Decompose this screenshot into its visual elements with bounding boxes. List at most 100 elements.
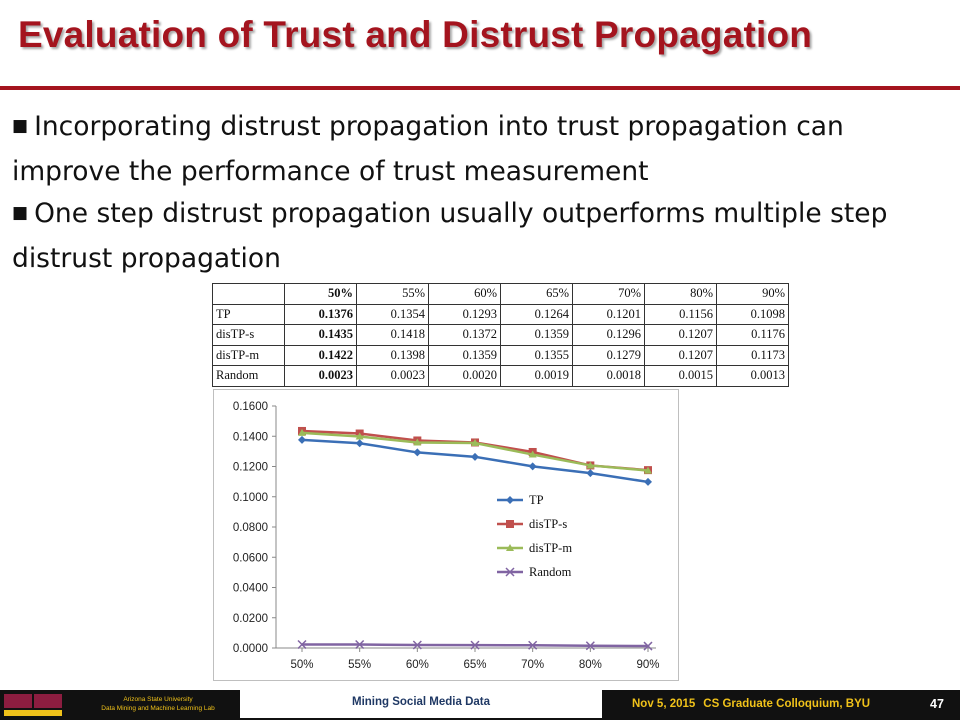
data-point-distp-m: [298, 428, 306, 436]
table-header-cell: [212, 283, 285, 305]
lab-title: Data Mining and Machine Learning Lab: [101, 705, 215, 712]
bullet-square-icon: ■: [12, 116, 29, 136]
footer-center-panel: [240, 690, 602, 718]
table-cell: 0.1173: [716, 344, 789, 366]
table-header-cell: 70%: [572, 283, 645, 305]
table-cell: 0.0020: [428, 365, 501, 387]
legend-marker-distp-s: [506, 520, 514, 528]
y-tick-label: 0.0800: [233, 522, 268, 534]
table-cell: 0.1355: [500, 344, 573, 366]
data-point-random: [412, 640, 422, 650]
data-point-random: [585, 641, 595, 651]
table-row-label: disTP-m: [212, 344, 285, 366]
table-cell: 0.1418: [356, 324, 429, 346]
bullet-item: ■ Incorporating distrust propagation into…: [12, 106, 952, 193]
table-header-cell: 55%: [356, 283, 429, 305]
footer-event-name: CS Graduate Colloquium, BYU: [703, 698, 871, 710]
legend-label: disTP-m: [529, 541, 572, 555]
x-tick-label: 90%: [636, 659, 659, 671]
table-row: Random 0.0023 0.0023 0.0020 0.0019 0.001…: [212, 365, 789, 387]
y-tick-label: 0.1000: [233, 492, 268, 504]
data-point-random: [528, 640, 538, 650]
slide-title: Evaluation of Trust and Distrust Propaga…: [18, 14, 813, 55]
x-tick-label: 80%: [579, 659, 602, 671]
legend-marker-distp-m: [506, 544, 514, 551]
table-header-cell: 50%: [284, 283, 357, 305]
data-point-tp: [413, 448, 422, 457]
table-header-cell: 90%: [716, 283, 789, 305]
table-cell: 0.1359: [428, 344, 501, 366]
bullet-text: One step distrust propagation usually ou…: [12, 198, 888, 274]
table-cell: 0.0015: [644, 365, 717, 387]
asu-dmml-logo: [4, 694, 62, 716]
line-chart: 0.0000 0.0200 0.0400 0.0600 0.0800 0.1000 0.12…: [213, 389, 679, 681]
table-cell: 0.1207: [644, 324, 717, 346]
table-cell: 0.1376: [284, 303, 357, 325]
page-number: 47: [930, 697, 944, 711]
table-cell: 0.1435: [284, 324, 357, 346]
y-tick-label: 0.1200: [233, 462, 268, 474]
table-cell: 0.1264: [500, 303, 573, 325]
data-point-tp: [471, 452, 479, 461]
lab-university: Arizona State University: [123, 696, 193, 703]
table-cell: 0.0018: [572, 365, 645, 387]
bullet-square-icon: ■: [12, 203, 29, 223]
table-row-label: Random: [212, 365, 285, 387]
x-tick-label: 65%: [463, 659, 486, 671]
data-point-distp-m: [528, 450, 537, 458]
legend-label: Random: [529, 565, 572, 579]
table-cell: 0.1372: [428, 324, 501, 346]
table-header-cell: 80%: [644, 283, 717, 305]
table-cell: 0.1176: [716, 324, 789, 346]
data-point-tp: [586, 469, 595, 478]
table-row: disTP-m 0.1422 0.1398 0.1359 0.1355 0.12…: [212, 344, 789, 366]
y-tick-label: 0.1600: [233, 401, 268, 413]
table-header-cell: 65%: [500, 283, 573, 305]
line-chart-svg: 0.0000 0.0200 0.0400 0.0600 0.0800 0.1000 0.12…: [233, 401, 660, 671]
table-cell: 0.1207: [644, 344, 717, 366]
legend-label: TP: [529, 493, 544, 507]
data-point-tp: [644, 477, 652, 486]
footer-bar: Arizona State University Data Mining and…: [0, 690, 960, 720]
table-cell: 0.1359: [500, 324, 573, 346]
bullet-text: Incorporating distrust propagation into …: [12, 111, 844, 187]
table-cell: 0.1422: [284, 344, 357, 366]
data-point-random: [643, 641, 653, 651]
legend-label: disTP-s: [529, 517, 567, 531]
y-tick-label: 0.1400: [233, 431, 268, 443]
data-point-distp-m: [355, 432, 364, 440]
table-cell: 0.0023: [356, 365, 429, 387]
results-table: 50% 55% 60% 65% 70% 80% 90% TP 0.1376 0.…: [212, 283, 789, 387]
y-tick-label: 0.0200: [233, 613, 268, 625]
table-cell: 0.1201: [572, 303, 645, 325]
data-point-distp-m: [644, 466, 652, 474]
data-point-tp: [528, 462, 537, 471]
table-cell: 0.0013: [716, 365, 789, 387]
legend-marker-tp: [506, 496, 514, 504]
table-row: TP 0.1376 0.1354 0.1293 0.1264 0.1201 0.…: [212, 303, 789, 325]
title-divider: [0, 86, 960, 90]
table-cell: 0.0023: [284, 365, 357, 387]
footer-date: Nov 5, 2015: [632, 698, 696, 710]
table-header-row: 50% 55% 60% 65% 70% 80% 90%: [212, 283, 789, 305]
table-cell: 0.1398: [356, 344, 429, 366]
x-tick-label: 70%: [521, 659, 544, 671]
table-cell: 0.0019: [500, 365, 573, 387]
footer-course-title: Mining Social Media Data: [351, 696, 491, 708]
data-point-random: [297, 639, 307, 650]
data-point-random: [355, 639, 365, 650]
y-tick-label: 0.0600: [233, 552, 268, 564]
footer-event: Nov 5, 2015 CS Graduate Colloquium, BYU: [632, 698, 870, 710]
x-tick-label: 55%: [348, 659, 371, 671]
bullet-list: ■ Incorporating distrust propagation into…: [12, 106, 952, 280]
table-cell: 0.1354: [356, 303, 429, 325]
y-tick-label: 0.0000: [233, 643, 268, 655]
data-point-tp: [298, 435, 306, 444]
table-cell: 0.1279: [572, 344, 645, 366]
data-point-distp-m: [471, 439, 479, 447]
data-point-distp-m: [413, 438, 422, 446]
x-tick-label: 50%: [290, 659, 313, 671]
legend-marker-random: [505, 567, 515, 577]
table-row-label: TP: [212, 303, 285, 325]
table-header-cell: 60%: [428, 283, 501, 305]
